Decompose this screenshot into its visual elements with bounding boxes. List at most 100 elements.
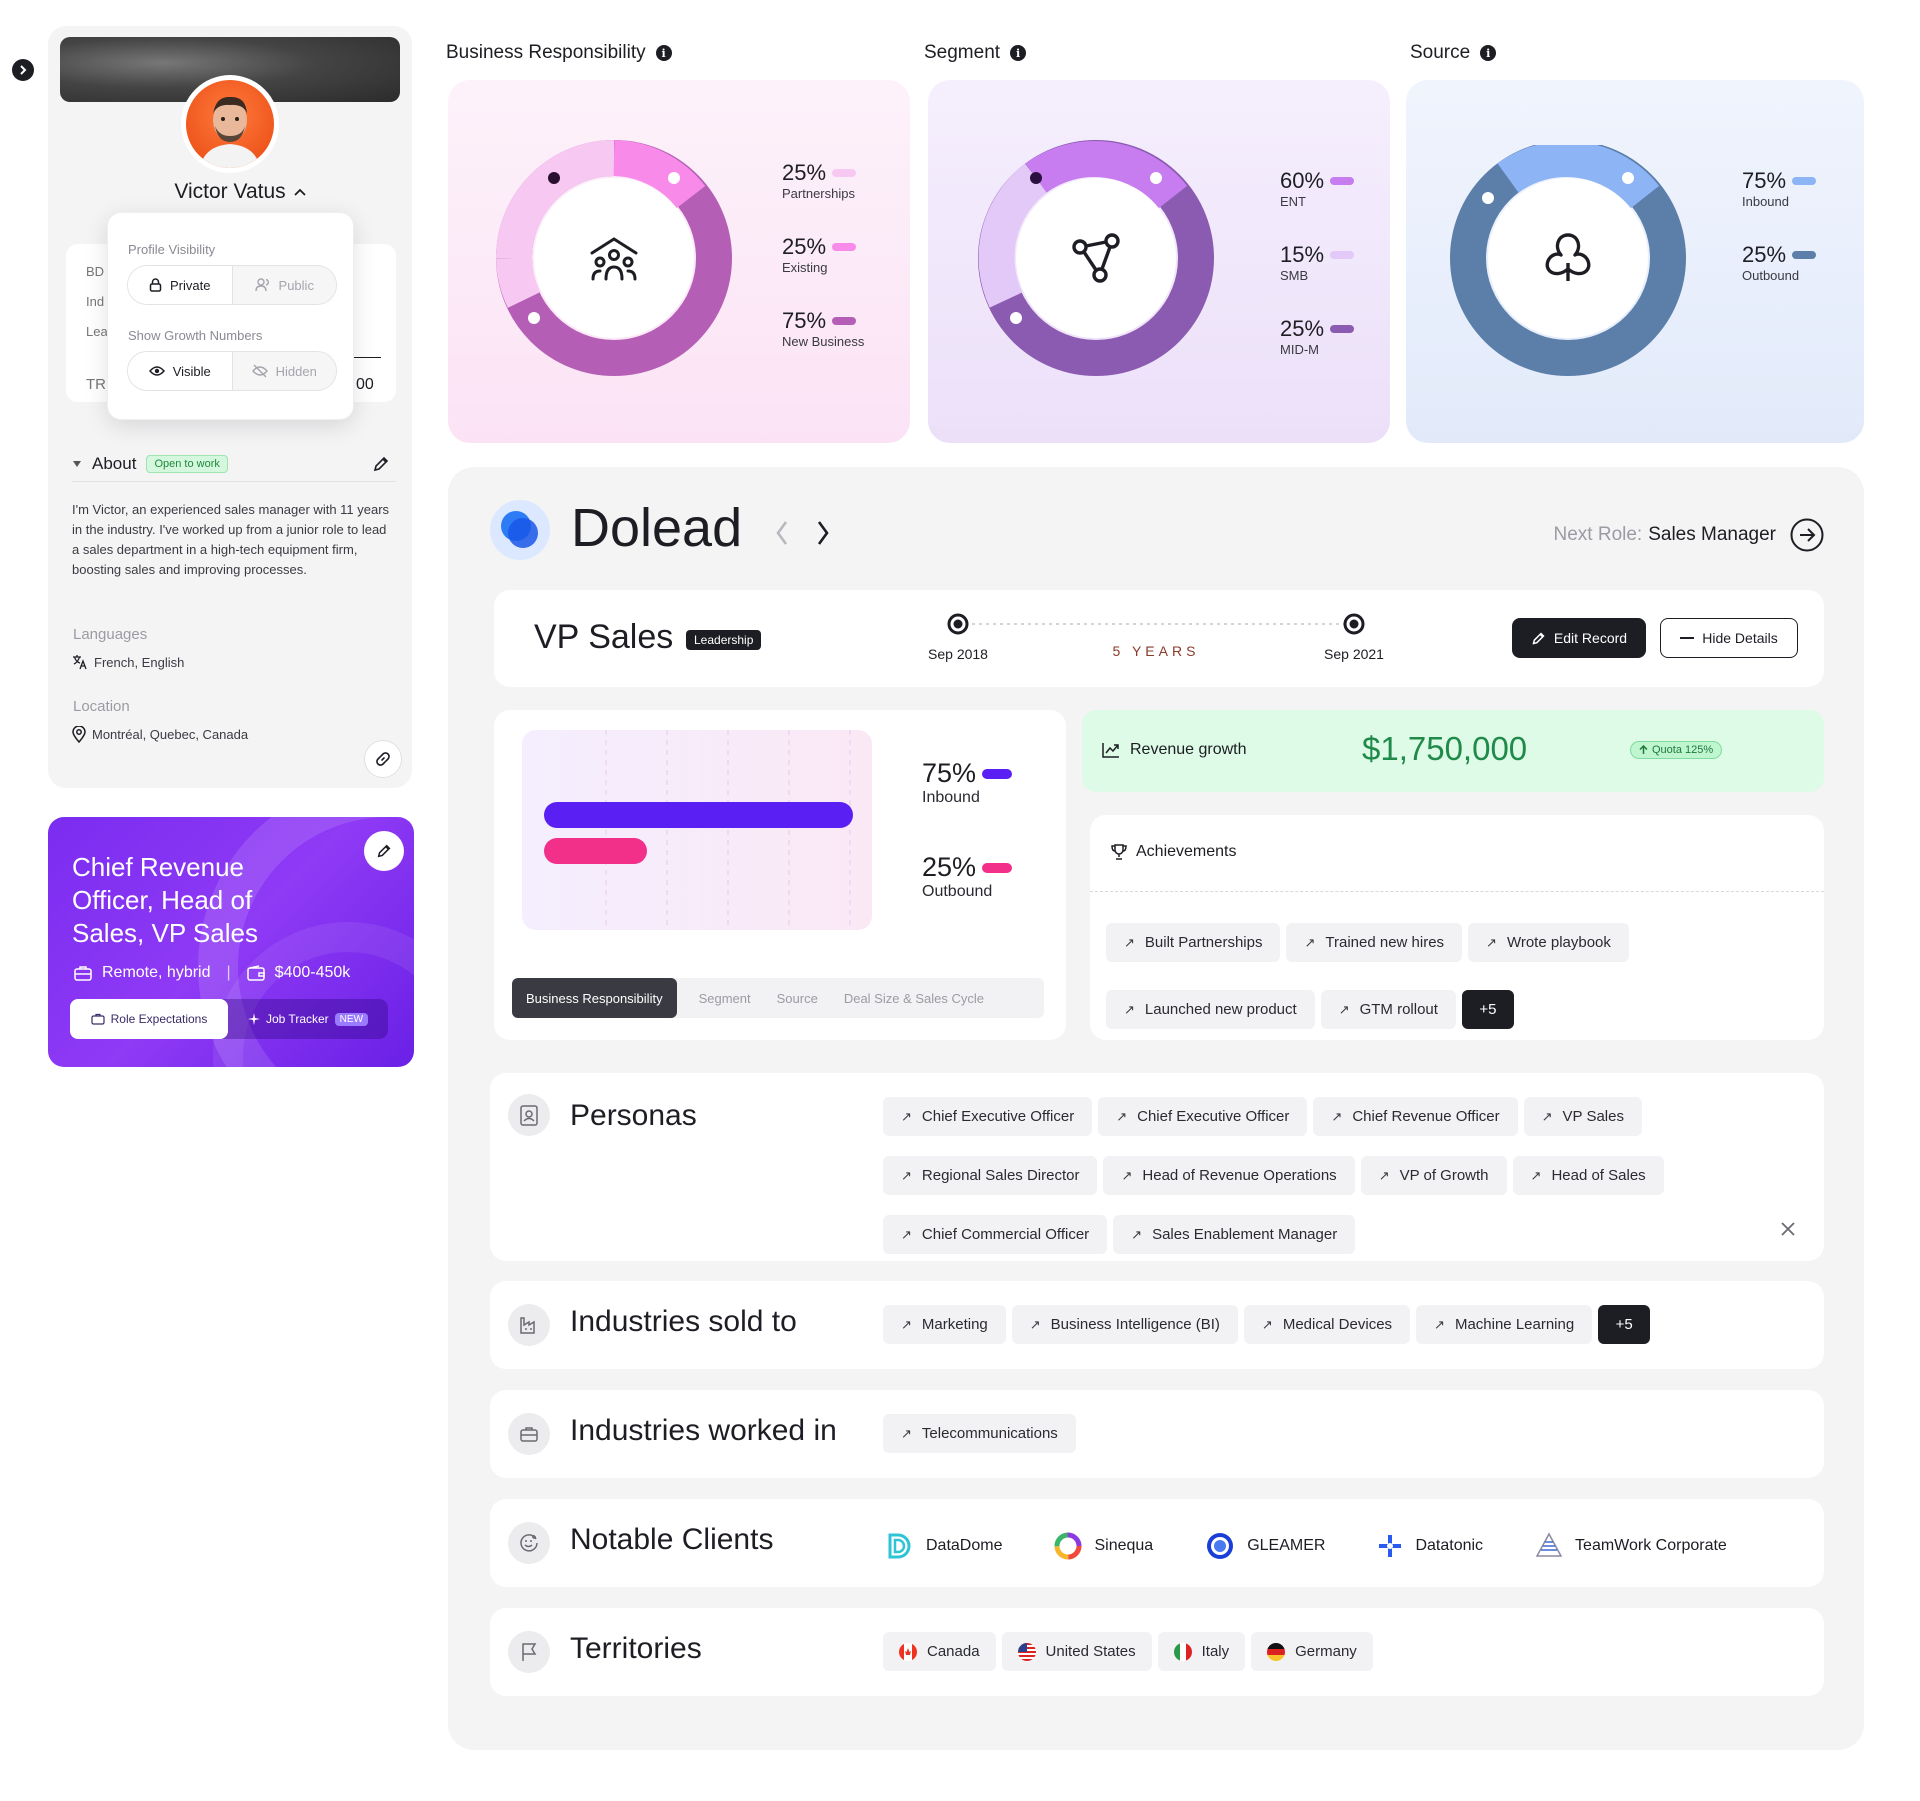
arrow-up-right-icon: ↗ <box>1121 1167 1133 1183</box>
persona-chip[interactable]: ↗ Head of Revenue Operations <box>1103 1156 1355 1195</box>
avatar-portrait <box>200 96 260 168</box>
company-name: Dolead <box>571 498 743 558</box>
profile-name-toggle[interactable]: Victor Vatus <box>150 180 330 204</box>
avatar[interactable] <box>181 75 279 173</box>
usa-flag-icon <box>1017 1642 1036 1661</box>
client-item[interactable]: DataDome <box>886 1531 1002 1561</box>
edit-record-button[interactable]: Edit Record <box>1512 618 1646 658</box>
copy-link-button[interactable] <box>364 740 402 778</box>
industry-chip[interactable]: ↗ Business Intelligence (BI) <box>1011 1305 1238 1344</box>
open-to-work-badge: Open to work <box>146 454 228 473</box>
more-industries-button[interactable]: +5 <box>1598 1305 1651 1344</box>
outbound-label: Outbound <box>922 883 993 900</box>
chip-label: Chief Commercial Officer <box>921 1226 1090 1243</box>
source-donut <box>1450 145 1686 376</box>
info-icon[interactable]: i <box>1480 45 1497 61</box>
chip-label: Built Partnerships <box>1144 934 1263 951</box>
industry-chip[interactable]: ↗ Marketing <box>883 1305 1006 1344</box>
eye-off-icon <box>251 364 268 378</box>
hide-details-button[interactable]: Hide Details <box>1660 618 1798 658</box>
arrow-up-right-icon: ↗ <box>901 1108 912 1124</box>
persona-chip[interactable]: ↗ Head of Sales <box>1512 1156 1664 1195</box>
private-option[interactable]: Private <box>128 266 233 304</box>
teamwork-logo <box>1535 1532 1563 1557</box>
next-role[interactable]: Next Role: Sales Manager <box>1554 518 1825 552</box>
industry-chip[interactable]: ↗ Machine Learning <box>1416 1305 1593 1344</box>
flag-icon <box>522 1643 537 1661</box>
info-icon[interactable]: i <box>1010 45 1027 61</box>
achievement-chip[interactable]: ↗ Wrote playbook <box>1468 923 1629 962</box>
client-item[interactable]: GLEAMER <box>1205 1531 1325 1561</box>
tab-source[interactable]: Source <box>776 990 818 1006</box>
edit-role-button[interactable] <box>364 831 404 871</box>
achievement-chip[interactable]: ↗ Launched new product <box>1106 990 1315 1029</box>
persona-chip[interactable]: ↗ Sales Enablement Manager <box>1113 1215 1356 1254</box>
tab-segment[interactable]: Segment <box>698 990 751 1006</box>
persona-chip[interactable]: ↗ Chief Commercial Officer <box>883 1215 1108 1254</box>
client-item[interactable]: Sinequa <box>1054 1531 1153 1561</box>
persona-chip[interactable]: ↗ Regional Sales Director <box>883 1156 1098 1195</box>
chip-label: Head of Sales <box>1551 1167 1646 1184</box>
profile-name: Victor Vatus <box>174 180 286 203</box>
client-item[interactable]: TeamWork Corporate <box>1535 1531 1727 1561</box>
territory-chip[interactable]: Germany <box>1251 1632 1373 1671</box>
duration: 5 YEARS <box>1112 643 1200 659</box>
industry-chip[interactable]: ↗ Telecommunications <box>883 1414 1076 1453</box>
legend-swatch <box>1792 177 1817 185</box>
tab-role-expectations[interactable]: Role Expectations <box>70 999 228 1039</box>
smile-icon <box>520 1534 538 1552</box>
target-role-card: Chief Revenue Officer, Head of Sales, VP… <box>48 817 414 1067</box>
legend-label: Outbound <box>1742 268 1800 283</box>
expand-sidebar-button[interactable] <box>12 59 34 81</box>
about-section-header[interactable]: About Open to work <box>72 446 396 482</box>
chart-title-text: Business Responsibility <box>446 42 646 63</box>
arrow-right-circle-icon[interactable] <box>1790 518 1824 552</box>
growth-numbers-toggle: Visible Hidden <box>127 351 337 391</box>
pencil-icon <box>377 844 391 858</box>
arrow-up-right-icon: ↗ <box>901 1167 912 1183</box>
profile-visibility-label: Profile Visibility <box>128 242 216 257</box>
business-responsibility-title: Business Responsibility i <box>446 42 672 64</box>
caret-down-icon <box>73 460 81 467</box>
more-achievements-button[interactable]: +5 <box>1461 990 1514 1029</box>
chevron-left-icon[interactable] <box>774 519 790 547</box>
legend-pct: 25% <box>1742 242 1787 267</box>
info-icon[interactable]: i <box>655 45 672 61</box>
client-name: DataDome <box>926 1537 1003 1554</box>
persona-chip[interactable]: ↗ Chief Revenue Officer <box>1313 1097 1518 1136</box>
tab-job-tracker[interactable]: Job Tracker NEW <box>228 999 388 1039</box>
territory-chip[interactable]: Italy <box>1157 1632 1246 1671</box>
achievement-chip[interactable]: ↗ Built Partnerships <box>1106 923 1281 962</box>
source-title: Source i <box>1410 42 1497 64</box>
chevron-right-icon[interactable] <box>815 519 831 547</box>
share-nodes-icon <box>1072 233 1120 283</box>
arrow-up-right-icon: ↗ <box>1029 1316 1041 1332</box>
arrow-up-right-icon: ↗ <box>1434 1316 1445 1332</box>
tab-deal-size[interactable]: Deal Size & Sales Cycle <box>843 990 984 1006</box>
hidden-option[interactable]: Hidden <box>232 352 336 390</box>
tab-business-responsibility[interactable]: Business Responsibility <box>512 978 677 1018</box>
achievement-chip[interactable]: ↗ GTM rollout <box>1320 990 1456 1029</box>
languages-row: French, English <box>72 654 184 670</box>
legend-label: Partnerships <box>782 186 855 201</box>
arrow-up-right-icon: ↗ <box>1541 1108 1553 1124</box>
achievement-chip[interactable]: ↗ Trained new hires <box>1286 923 1463 962</box>
section-icon <box>508 1413 550 1455</box>
pencil-icon[interactable] <box>372 455 390 473</box>
visible-option[interactable]: Visible <box>128 352 233 390</box>
revenue-growth-card: Revenue growth $1,750,000 Quota 125% <box>1082 710 1824 792</box>
persona-chip[interactable]: ↗ Chief Executive Officer <box>883 1097 1093 1136</box>
arrow-up-right-icon: ↗ <box>901 1316 912 1332</box>
client-item[interactable]: Datatonic <box>1377 1531 1483 1561</box>
territory-chip[interactable]: United States <box>1001 1632 1152 1671</box>
industry-chip[interactable]: ↗ Medical Devices <box>1243 1305 1411 1344</box>
persona-chip[interactable]: ↗ Chief Executive Officer <box>1098 1097 1308 1136</box>
section-icon <box>508 1304 550 1346</box>
public-option[interactable]: Public <box>232 266 336 304</box>
persona-chip[interactable]: ↗ VP Sales <box>1523 1097 1642 1136</box>
persona-chip[interactable]: ↗ VP of Growth <box>1360 1156 1507 1195</box>
chart-title-text: Source <box>1410 42 1471 63</box>
close-icon[interactable] <box>1780 1221 1796 1237</box>
territory-chip[interactable]: Canada <box>883 1632 996 1671</box>
new-badge: NEW <box>334 1012 369 1026</box>
